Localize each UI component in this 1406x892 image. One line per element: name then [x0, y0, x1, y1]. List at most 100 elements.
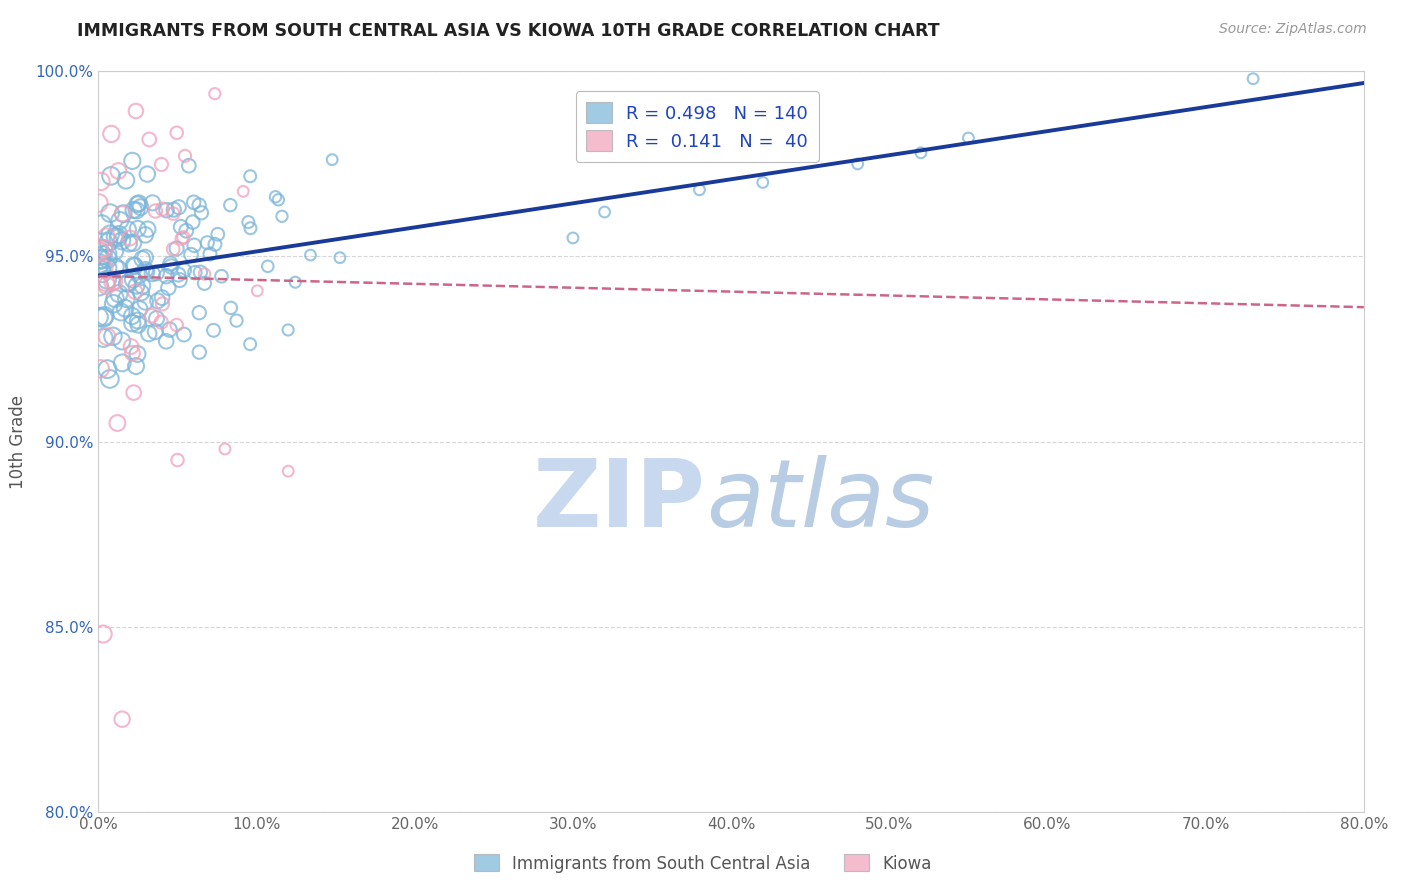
- Point: [246, 284, 269, 298]
- Point: [87, 310, 110, 324]
- Point: [121, 309, 143, 323]
- Point: [162, 206, 184, 220]
- Point: [128, 301, 150, 316]
- Point: [163, 202, 186, 217]
- Point: [91, 266, 114, 280]
- Point: [160, 260, 183, 274]
- Point: [593, 205, 616, 219]
- Point: [173, 327, 195, 342]
- Point: [96, 246, 118, 260]
- Text: IMMIGRANTS FROM SOUTH CENTRAL ASIA VS KIOWA 10TH GRADE CORRELATION CHART: IMMIGRANTS FROM SOUTH CENTRAL ASIA VS KI…: [77, 22, 941, 40]
- Point: [170, 219, 193, 234]
- Point: [152, 202, 174, 216]
- Point: [174, 149, 197, 163]
- Point: [93, 309, 115, 323]
- Point: [277, 464, 299, 478]
- Point: [87, 279, 110, 293]
- Point: [97, 235, 120, 249]
- Point: [134, 262, 156, 277]
- Point: [134, 294, 156, 309]
- Point: [107, 164, 129, 178]
- Point: [155, 203, 177, 218]
- Point: [238, 215, 260, 229]
- Point: [143, 325, 166, 339]
- Point: [101, 276, 124, 290]
- Point: [198, 247, 221, 261]
- Point: [112, 207, 135, 221]
- Point: [264, 190, 287, 204]
- Point: [184, 266, 207, 280]
- Point: [115, 277, 138, 291]
- Text: ZIP: ZIP: [533, 455, 706, 547]
- Point: [183, 238, 205, 252]
- Point: [107, 262, 129, 277]
- Point: [107, 416, 129, 430]
- Point: [910, 145, 932, 160]
- Point: [93, 261, 115, 276]
- Point: [127, 318, 149, 332]
- Point: [111, 356, 134, 370]
- Point: [195, 235, 218, 250]
- Point: [114, 301, 136, 315]
- Legend: R = 0.498   N = 140, R =  0.141   N =  40: R = 0.498 N = 140, R = 0.141 N = 40: [575, 92, 818, 162]
- Point: [125, 359, 148, 373]
- Point: [256, 260, 278, 274]
- Point: [136, 167, 159, 181]
- Point: [129, 200, 152, 214]
- Point: [127, 313, 149, 327]
- Point: [129, 285, 152, 300]
- Point: [751, 175, 773, 189]
- Point: [101, 329, 124, 343]
- Point: [122, 272, 145, 286]
- Point: [239, 221, 262, 235]
- Point: [267, 193, 290, 207]
- Point: [134, 251, 156, 265]
- Point: [170, 232, 193, 246]
- Point: [1241, 71, 1264, 86]
- Point: [284, 275, 307, 289]
- Legend: Immigrants from South Central Asia, Kiowa: Immigrants from South Central Asia, Kiow…: [467, 847, 939, 880]
- Point: [321, 153, 343, 167]
- Point: [96, 260, 118, 275]
- Point: [90, 252, 112, 267]
- Point: [111, 334, 134, 348]
- Point: [202, 323, 225, 337]
- Point: [145, 204, 167, 219]
- Point: [190, 265, 212, 279]
- Point: [96, 362, 118, 376]
- Point: [173, 263, 195, 277]
- Point: [167, 268, 190, 282]
- Point: [299, 248, 322, 262]
- Point: [239, 337, 262, 351]
- Point: [688, 183, 710, 197]
- Point: [239, 169, 262, 184]
- Point: [219, 198, 242, 212]
- Point: [87, 196, 110, 211]
- Point: [98, 227, 121, 242]
- Point: [111, 234, 134, 248]
- Point: [152, 297, 174, 311]
- Point: [214, 442, 236, 456]
- Point: [166, 126, 188, 140]
- Point: [115, 292, 138, 306]
- Point: [166, 242, 188, 256]
- Point: [150, 157, 173, 171]
- Point: [125, 103, 148, 118]
- Point: [155, 334, 177, 349]
- Point: [93, 331, 115, 345]
- Point: [134, 227, 156, 242]
- Point: [169, 273, 191, 287]
- Point: [190, 206, 212, 220]
- Point: [122, 385, 145, 400]
- Point: [207, 227, 229, 242]
- Point: [121, 346, 143, 360]
- Point: [124, 259, 146, 273]
- Point: [127, 221, 149, 235]
- Point: [159, 323, 181, 337]
- Point: [138, 132, 160, 146]
- Point: [146, 293, 169, 308]
- Point: [124, 285, 146, 299]
- Point: [135, 265, 157, 279]
- Point: [128, 268, 150, 283]
- Point: [204, 237, 226, 252]
